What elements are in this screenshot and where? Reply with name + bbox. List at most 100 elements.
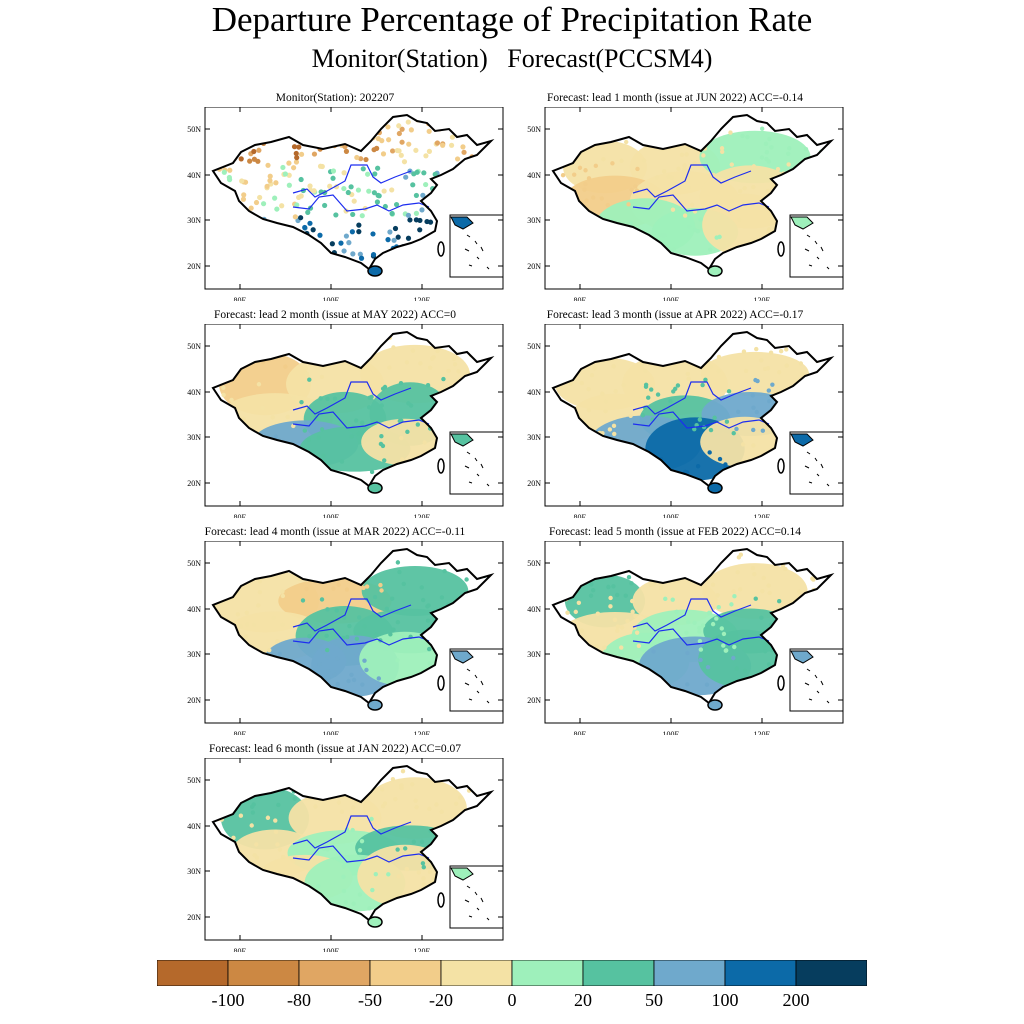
station-dot xyxy=(293,159,300,165)
station-dot xyxy=(276,802,281,808)
station-dot xyxy=(480,335,486,341)
station-dot xyxy=(747,680,752,685)
station-dot xyxy=(325,767,331,772)
station-dot xyxy=(225,626,231,631)
station-dot xyxy=(755,378,760,384)
station-dot xyxy=(567,432,573,437)
station-dot xyxy=(473,132,479,138)
colorbar-swatch xyxy=(653,959,726,987)
station-dot xyxy=(341,912,347,918)
station-dot xyxy=(219,350,225,355)
station-dot xyxy=(626,202,631,207)
station-dot xyxy=(351,198,357,204)
station-dot xyxy=(325,396,330,401)
station-dot xyxy=(404,360,410,365)
lat-tick-label: 50N xyxy=(527,125,541,134)
map-canvas: 50N 40N 30N 20N 80E 100E 120E xyxy=(527,541,844,735)
station-dot xyxy=(274,663,279,668)
station-dot xyxy=(792,202,797,207)
station-dot xyxy=(737,477,742,482)
station-dot xyxy=(244,136,250,143)
station-dot xyxy=(285,414,290,420)
hainan-island xyxy=(367,916,383,928)
station-dot xyxy=(708,364,714,369)
station-dot xyxy=(586,176,592,181)
station-dot xyxy=(325,847,330,852)
station-dot xyxy=(698,647,704,652)
station-dot xyxy=(413,147,419,153)
station-dot xyxy=(273,818,278,823)
station-dot xyxy=(240,196,247,202)
station-dot xyxy=(752,571,757,577)
station-dot xyxy=(278,225,285,231)
station-dot xyxy=(640,413,646,418)
station-dot xyxy=(621,383,626,388)
station-dot xyxy=(277,249,283,255)
station-dot xyxy=(751,405,756,410)
station-dot xyxy=(717,456,723,462)
station-dot xyxy=(322,202,328,209)
station-dot xyxy=(354,564,360,570)
station-dot xyxy=(767,398,772,404)
station-dot xyxy=(444,841,449,846)
station-dot xyxy=(700,382,705,388)
colorbar-tick-label: 0 xyxy=(507,990,517,1010)
station-dot xyxy=(593,125,598,130)
station-dot xyxy=(428,631,433,637)
station-dot xyxy=(457,120,463,126)
station-dot xyxy=(652,251,657,256)
station-dot xyxy=(410,348,416,353)
station-dot xyxy=(286,909,291,915)
station-dot xyxy=(362,624,367,629)
panel-title: Forecast: lead 3 month (issue at APR 202… xyxy=(546,309,804,321)
station-dot xyxy=(610,336,615,341)
station-dot xyxy=(389,259,395,265)
station-dot xyxy=(698,217,703,222)
station-dot xyxy=(369,469,375,475)
station-dot xyxy=(263,249,270,255)
station-dot xyxy=(266,224,272,230)
station-dot xyxy=(697,417,703,422)
station-dot xyxy=(571,203,576,208)
station-dot xyxy=(579,628,585,633)
station-dot xyxy=(769,145,774,150)
station-dot xyxy=(405,119,411,125)
station-dot xyxy=(263,910,269,915)
station-dot xyxy=(788,409,794,414)
station-dot xyxy=(360,682,365,687)
station-dot xyxy=(812,565,817,571)
station-dot xyxy=(673,386,678,391)
station-dot xyxy=(325,654,330,660)
station-dot xyxy=(253,199,260,206)
station-dot xyxy=(607,427,613,432)
station-dot xyxy=(314,561,319,567)
station-dot xyxy=(373,632,379,638)
station-dot xyxy=(751,184,756,190)
station-dot xyxy=(214,472,219,477)
station-dot xyxy=(252,560,258,566)
map-frame xyxy=(544,324,844,507)
station-dot xyxy=(258,881,264,886)
station-dot xyxy=(230,213,236,219)
lon-tick-label: 80E xyxy=(574,296,587,301)
station-dot xyxy=(632,479,638,485)
station-dot xyxy=(356,222,362,228)
station-dot xyxy=(566,415,571,421)
station-dot xyxy=(784,363,789,368)
station-dot xyxy=(239,477,245,482)
station-dot xyxy=(372,171,378,177)
station-dot xyxy=(801,624,806,630)
station-dot xyxy=(767,590,772,596)
station-dot xyxy=(237,877,242,882)
station-dot xyxy=(770,382,775,387)
station-dot xyxy=(447,119,453,125)
station-dot xyxy=(798,361,804,366)
station-dot xyxy=(267,647,272,653)
lon-tick-label: 100E xyxy=(323,947,340,952)
station-dot xyxy=(219,239,225,245)
station-dot xyxy=(775,166,781,172)
station-dot xyxy=(822,203,828,208)
station-dot xyxy=(396,130,402,137)
hainan-island xyxy=(707,482,723,494)
station-dot xyxy=(710,621,716,627)
